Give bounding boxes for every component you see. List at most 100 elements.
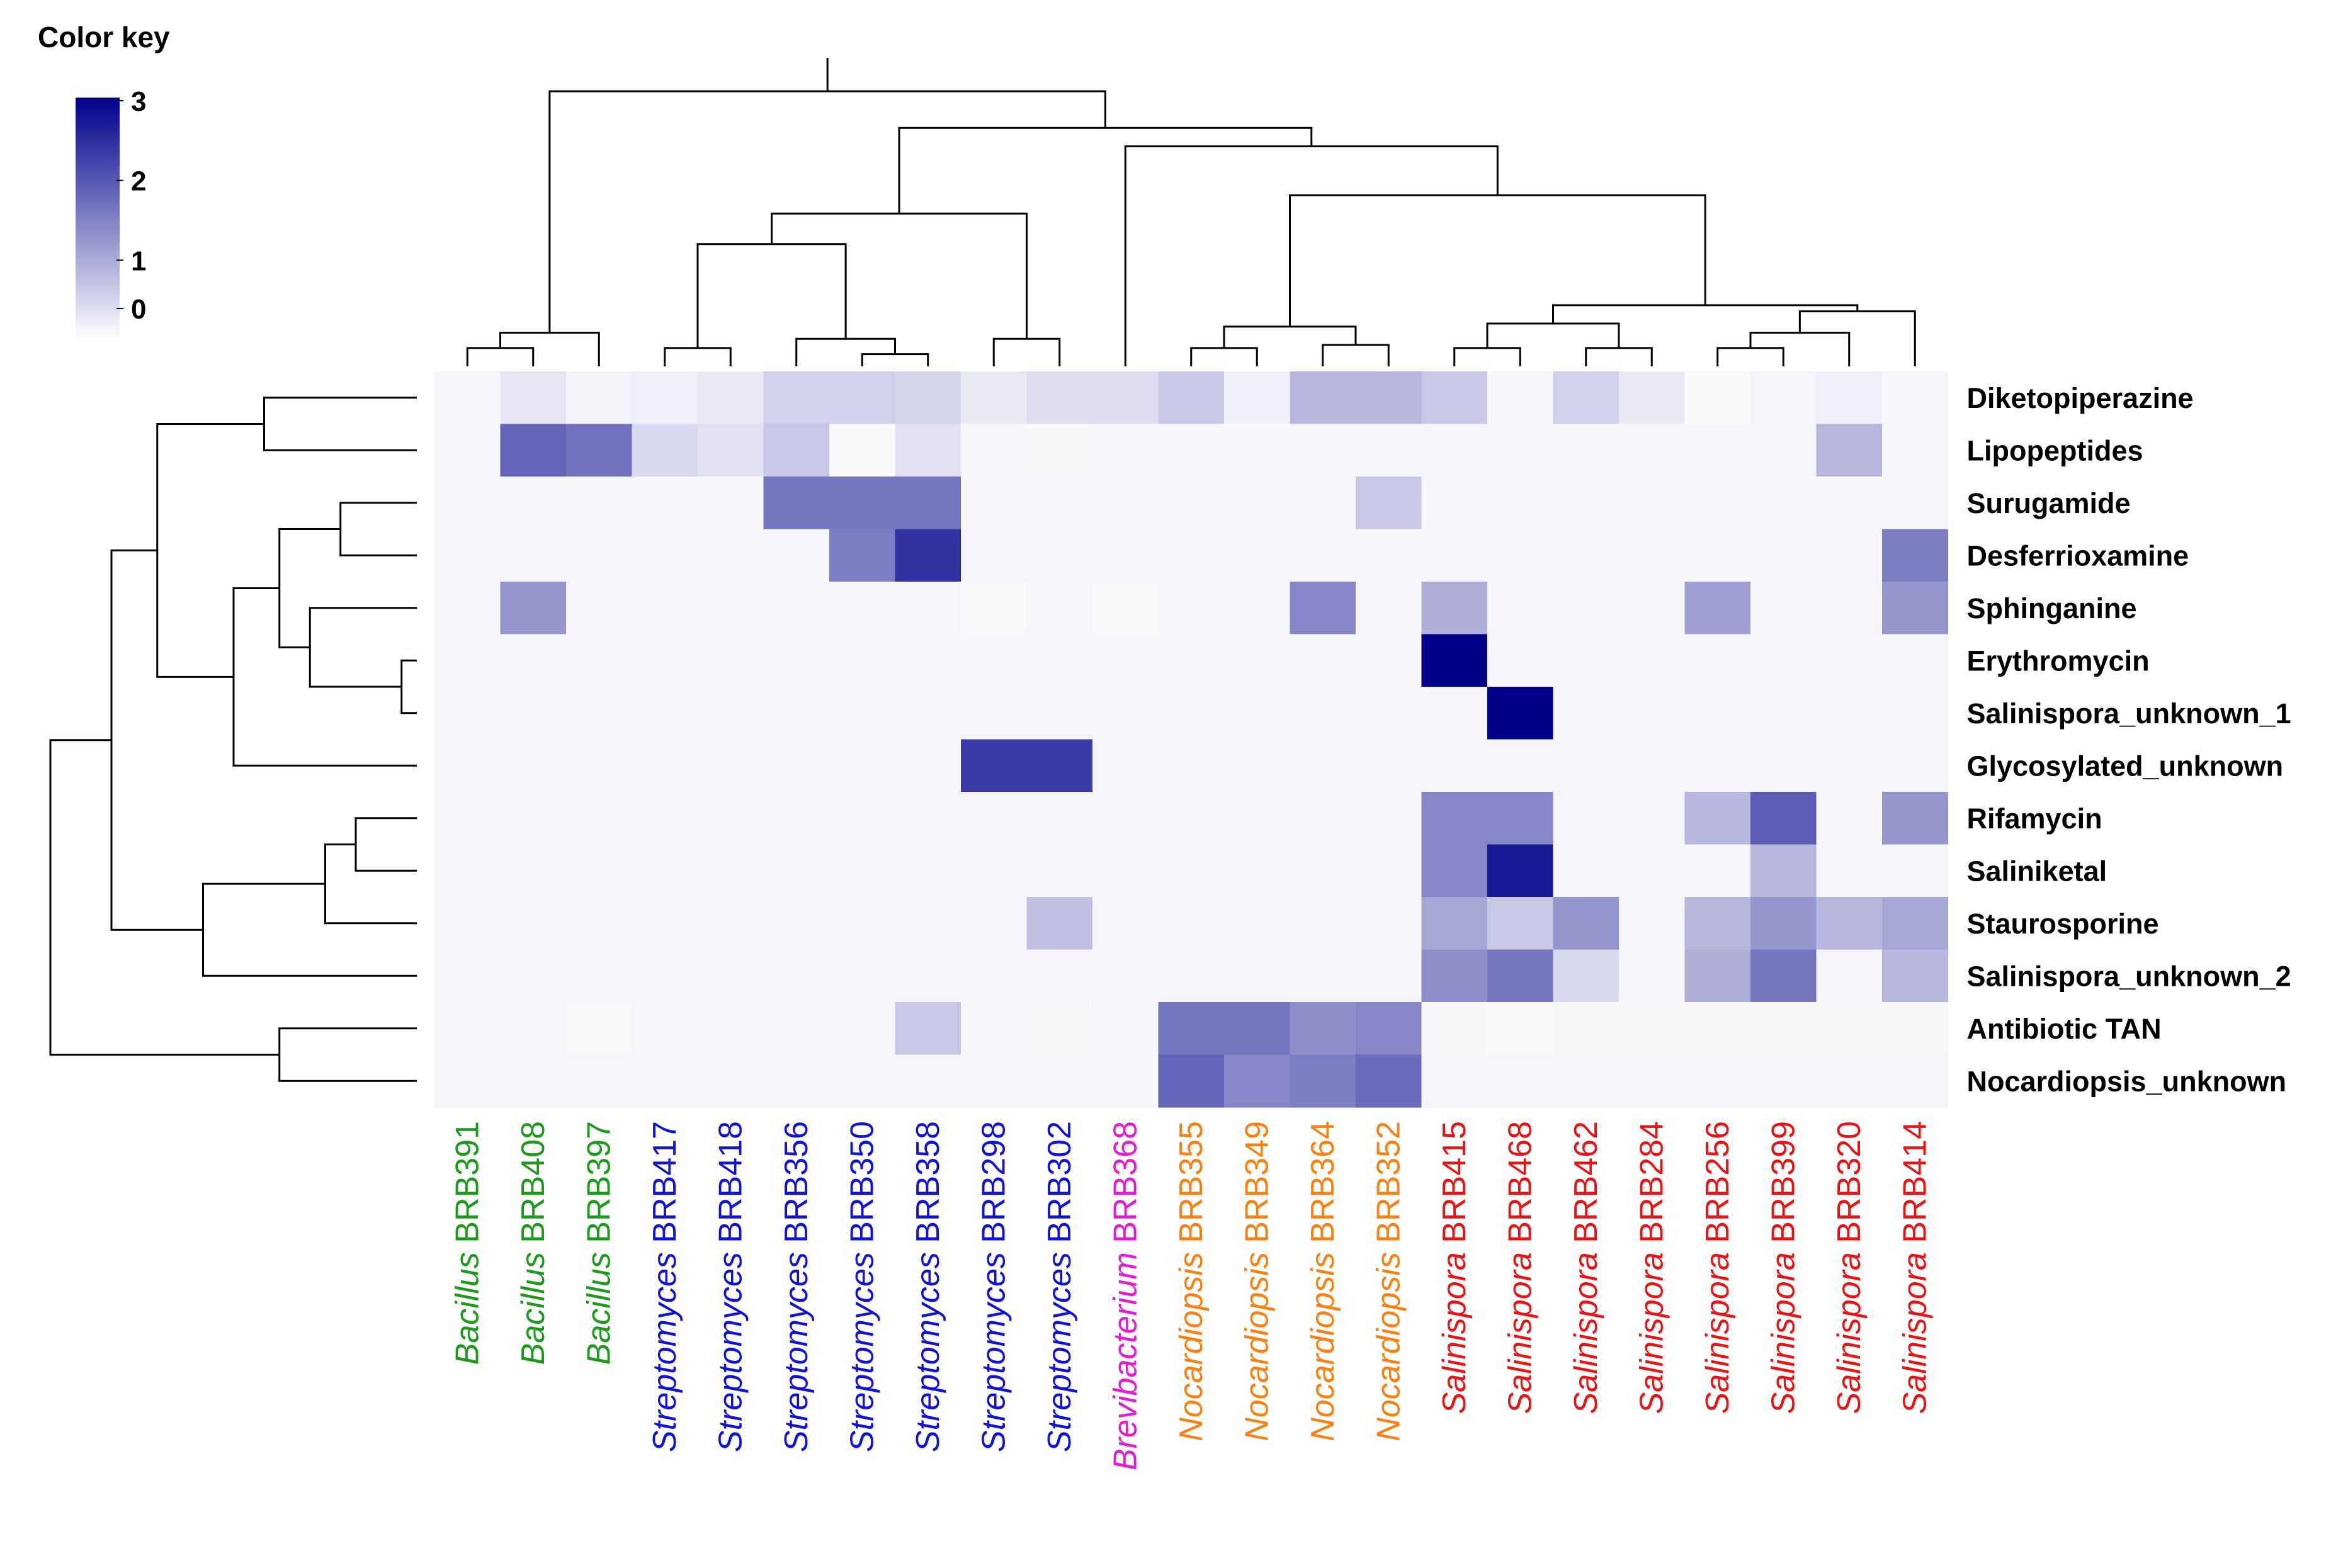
heatmap-cell (895, 1002, 961, 1056)
heatmap-cell (895, 949, 961, 1003)
heatmap-cell (632, 371, 698, 425)
column-label-genus: Nocardiopsis (1305, 1252, 1341, 1441)
heatmap-cell (566, 424, 633, 477)
heatmap-cell (1750, 477, 1817, 530)
column-label: Salinispora BRB284 (1633, 1121, 1670, 1414)
heatmap-cell (895, 582, 961, 635)
heatmap-cells (434, 371, 1949, 1108)
heatmap-cell (698, 844, 764, 898)
heatmap-cell (1290, 949, 1356, 1003)
heatmap-cell (763, 634, 830, 687)
column-label: Salinispora BRB320 (1831, 1121, 1868, 1414)
column-dendrogram-branch (664, 347, 732, 366)
heatmap-cell (1619, 949, 1686, 1003)
heatmap-cell (566, 1054, 633, 1108)
heatmap-cell (1816, 582, 1883, 635)
heatmap-cell (1487, 582, 1554, 635)
heatmap-cell (1487, 371, 1554, 425)
heatmap-cell (1421, 897, 1488, 950)
column-dendrogram-branch (1453, 347, 1521, 366)
heatmap-cell (1092, 949, 1159, 1003)
column-label-strain: BRB350 (844, 1121, 880, 1252)
color-key-ticks: 0 1 2 3 (116, 86, 146, 325)
heatmap-cell (632, 844, 698, 898)
heatmap-cell (1487, 1054, 1554, 1108)
heatmap-cell (1290, 582, 1356, 635)
column-label-genus: Salinispora (1568, 1252, 1604, 1414)
heatmap-cell (1421, 1054, 1488, 1108)
heatmap-cell (1619, 1002, 1686, 1056)
row-label: Desferrioxamine (1967, 539, 2189, 572)
heatmap-cell (566, 634, 633, 687)
heatmap-cell (1684, 371, 1751, 425)
row-label: Lipopeptides (1967, 434, 2143, 466)
heatmap-cell (1092, 792, 1159, 845)
heatmap-cell (1487, 1002, 1554, 1056)
heatmap-cell (566, 477, 633, 530)
heatmap-cell (566, 792, 633, 845)
heatmap-cell (1421, 529, 1488, 582)
heatmap-cell (1356, 949, 1422, 1003)
heatmap-cell (500, 949, 567, 1003)
heatmap-cell (698, 739, 764, 792)
column-label-genus: Salinispora (1436, 1252, 1473, 1414)
heatmap-cell (829, 897, 896, 950)
color-key-tick-label: 0 (131, 294, 146, 325)
heatmap-cell (1158, 424, 1225, 477)
heatmap-cell (1619, 792, 1686, 845)
column-dendrogram-branch (1585, 347, 1653, 366)
heatmap-cell (1487, 424, 1554, 477)
heatmap-cell (1684, 529, 1751, 582)
row-label: Salinispora_unknown_1 (1967, 697, 2291, 730)
heatmap-cell (1619, 424, 1686, 477)
heatmap-cell (1290, 634, 1356, 687)
heatmap-cell (1290, 739, 1356, 792)
column-label-strain: BRB418 (712, 1121, 749, 1252)
column-label-genus: Salinispora (1699, 1252, 1736, 1414)
heatmap-cell (1026, 371, 1093, 425)
heatmap-cell (1882, 424, 1949, 477)
row-dendrogram-branch (49, 739, 280, 1056)
heatmap-cell (566, 897, 633, 950)
heatmap-cell (1619, 371, 1686, 425)
heatmap-cell (763, 897, 830, 950)
heatmap-cell (1619, 582, 1686, 635)
column-label-strain: BRB417 (647, 1121, 683, 1252)
heatmap-cell (500, 529, 567, 582)
heatmap-cell (763, 687, 830, 740)
heatmap-cell (763, 792, 830, 845)
column-dendrogram-branch (1552, 304, 1859, 324)
heatmap-cell (1750, 424, 1817, 477)
heatmap-cell (1816, 1054, 1883, 1108)
column-dendrogram-branch (898, 127, 1313, 214)
column-label-genus: Streptomyces (712, 1252, 749, 1452)
row-label: Salinispora_unknown_2 (1967, 960, 2291, 992)
column-label: Nocardiopsis BRB355 (1173, 1121, 1210, 1441)
heatmap-cell (1553, 792, 1619, 845)
heatmap-cell (961, 687, 1028, 740)
heatmap-cell (632, 687, 698, 740)
heatmap-cell (1553, 582, 1619, 635)
column-label-genus: Streptomyces (778, 1252, 815, 1452)
heatmap-cell (1158, 844, 1225, 898)
heatmap-cell (1224, 634, 1291, 687)
heatmap-cell (1882, 1002, 1949, 1056)
heatmap-cell (566, 529, 633, 582)
heatmap-cell (632, 582, 698, 635)
heatmap-cell (1750, 844, 1817, 898)
heatmap-cell (698, 949, 764, 1003)
column-dendrogram-branch (466, 347, 535, 366)
column-label-strain: BRB355 (1173, 1121, 1210, 1252)
row-label: Rifamycin (1967, 803, 2102, 835)
column-label-strain: BRB462 (1568, 1121, 1604, 1252)
column-label: Streptomyces BRB417 (647, 1121, 683, 1452)
heatmap-cell (1356, 424, 1422, 477)
heatmap-cell (829, 529, 896, 582)
heatmap-cell (1092, 1002, 1159, 1056)
heatmap-cell (632, 1054, 698, 1108)
column-label: Streptomyces BRB302 (1041, 1121, 1078, 1452)
heatmap-cell (1684, 424, 1751, 477)
heatmap-cell (763, 949, 830, 1003)
heatmap-cell (961, 739, 1028, 792)
